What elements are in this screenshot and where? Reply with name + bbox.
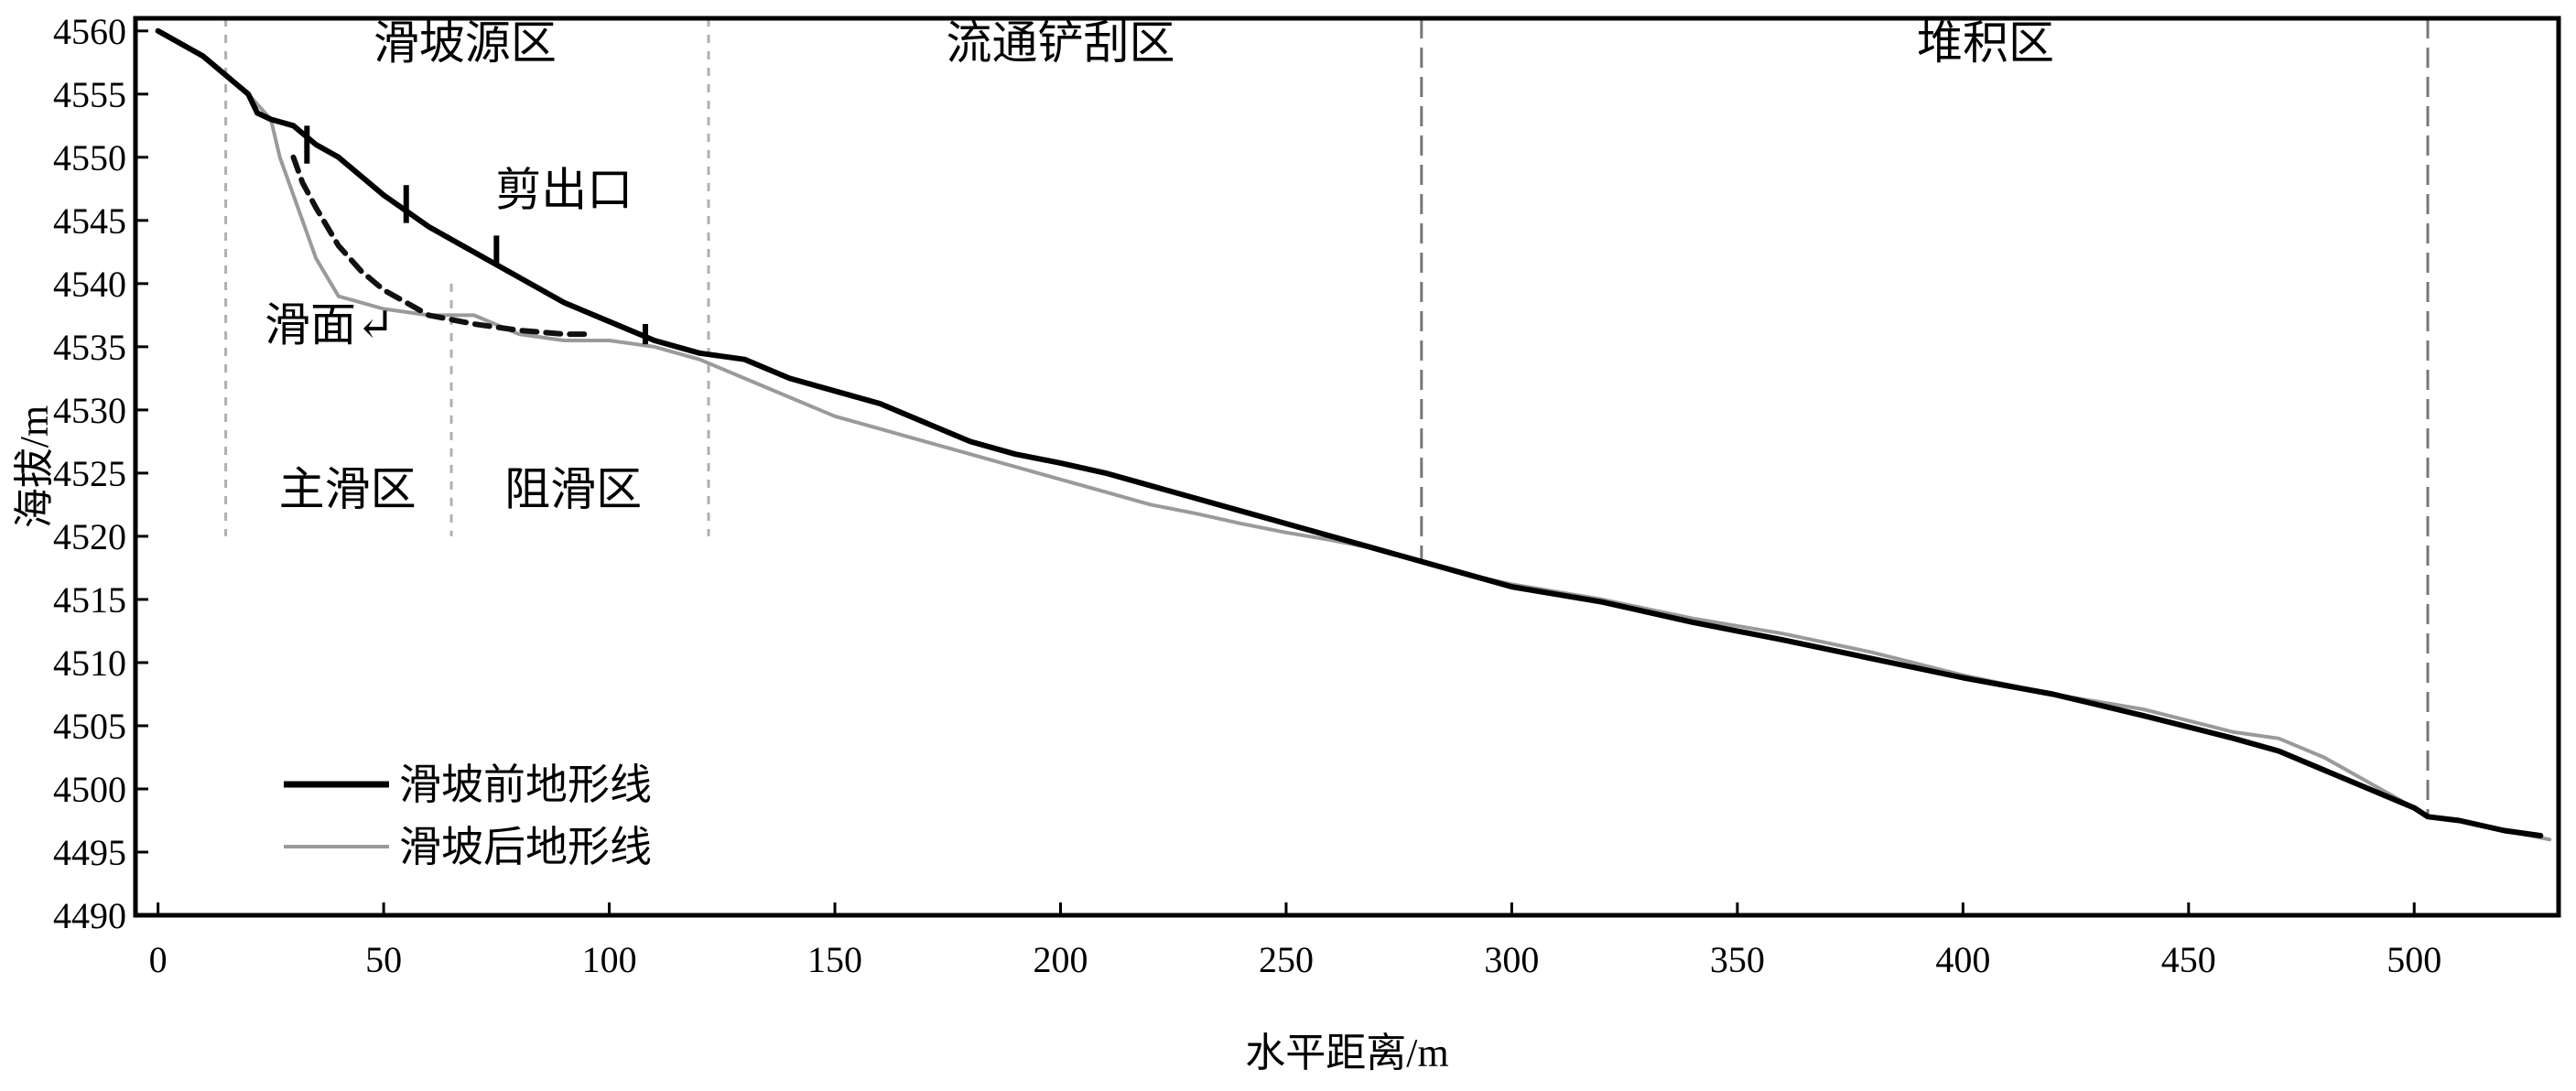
- y-tick-label: 4550: [53, 137, 126, 178]
- x-tick-label: 350: [1710, 939, 1765, 980]
- series-line-after: [156, 28, 2552, 842]
- axes-layer: 0 50 100 150 200 250 300 350 400 450 500 4490 4495 45…: [53, 11, 2441, 980]
- series-layer: [155, 27, 2552, 842]
- slip-surface-dashed-line: [290, 154, 590, 338]
- x-tick-label: 100: [582, 939, 637, 980]
- y-tick-label: 4525: [53, 453, 126, 494]
- annotation-label: 剪出口: [495, 164, 633, 215]
- x-tick-label: 400: [1935, 939, 1990, 980]
- y-tick-label: 4515: [53, 579, 126, 621]
- zone-label: 阻滑区: [504, 463, 642, 514]
- x-tick-label: 50: [365, 939, 402, 980]
- x-tick-label: 300: [1484, 939, 1539, 980]
- y-tick-label: 4520: [53, 516, 126, 557]
- y-tick-label: 4560: [53, 11, 126, 52]
- zone-label: 滑坡源区: [373, 17, 557, 69]
- y-tick-label: 4540: [53, 264, 126, 305]
- y-tick-label: 4490: [53, 895, 126, 936]
- y-tick-label: 4535: [53, 327, 126, 368]
- x-tick-label: 450: [2161, 939, 2216, 980]
- zone-label: 堆积区: [1917, 17, 2054, 69]
- zone-label: 主滑区: [279, 463, 417, 514]
- annotation-label: 滑面↵: [265, 299, 395, 351]
- x-tick-label: 150: [807, 939, 862, 980]
- y-tick-label: 4545: [53, 200, 126, 242]
- series-line-before: [155, 27, 2544, 838]
- x-tick-label: 0: [149, 939, 168, 980]
- tick-mark-layer: [304, 125, 649, 345]
- x-tick-label: 500: [2387, 939, 2441, 980]
- y-tick-label: 4505: [53, 706, 126, 747]
- x-axis-title: 水平距离/m: [1245, 1031, 1448, 1075]
- legend-label: 滑坡后地形线: [399, 824, 652, 870]
- x-tick-label: 250: [1259, 939, 1314, 980]
- y-tick-label: 4555: [53, 74, 126, 115]
- zone-label: 流通铲刮区: [946, 17, 1174, 69]
- y-tick-label: 4495: [53, 832, 126, 873]
- legend-label: 滑坡前地形线: [399, 762, 652, 808]
- y-tick-label: 4500: [53, 769, 126, 810]
- y-tick-label: 4510: [53, 643, 126, 684]
- x-tick-label: 200: [1033, 939, 1088, 980]
- zone-boundary-layer: [224, 18, 2430, 815]
- plot-frame: [133, 16, 2561, 918]
- y-axis-title: 海拔/m: [12, 405, 57, 528]
- y-tick-label: 4530: [53, 390, 126, 431]
